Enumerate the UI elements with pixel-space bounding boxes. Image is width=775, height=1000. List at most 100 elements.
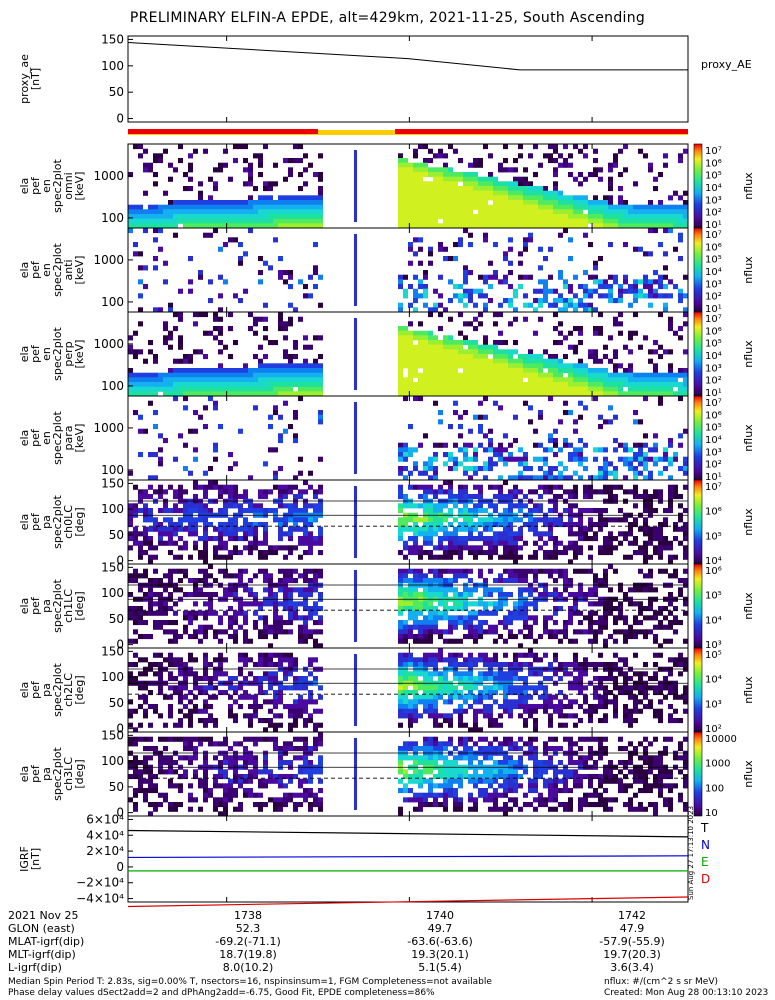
spectrogram-cell bbox=[643, 218, 648, 224]
spectrogram-cell bbox=[403, 218, 408, 224]
spectrogram-cell bbox=[138, 153, 143, 159]
spectrogram-cell bbox=[463, 615, 468, 621]
spectrogram-cell bbox=[283, 214, 288, 220]
spectrogram-cell bbox=[553, 172, 558, 178]
spectrogram-cell bbox=[533, 223, 538, 229]
spectrogram-cell bbox=[588, 377, 593, 383]
spectrogram-cell bbox=[198, 218, 203, 224]
colorbar-tick-label: 10² bbox=[705, 292, 722, 303]
spectrogram-cell bbox=[223, 242, 228, 248]
spectrogram-cell bbox=[523, 503, 528, 509]
spectrogram-cell bbox=[633, 456, 638, 462]
spectrogram-cell bbox=[553, 312, 558, 318]
spectrogram-cell bbox=[448, 620, 453, 626]
spectrogram-cell bbox=[208, 718, 213, 724]
spectrogram-cell bbox=[498, 167, 503, 173]
spectrogram-cell bbox=[418, 167, 423, 173]
spectrogram-cell bbox=[318, 489, 323, 495]
spectrogram-cell bbox=[643, 475, 648, 481]
spectrogram-cell bbox=[648, 554, 653, 560]
spectrogram-cell bbox=[588, 545, 593, 551]
spectrogram-cell bbox=[193, 708, 198, 714]
spectrogram-cell bbox=[273, 517, 278, 523]
spectrogram-cell bbox=[293, 545, 298, 551]
spectrogram-cell bbox=[308, 536, 313, 542]
spectrogram-cell bbox=[463, 508, 468, 514]
spectrogram-cell bbox=[653, 279, 658, 285]
spectrogram-cell bbox=[548, 368, 553, 374]
spectrogram-cell bbox=[273, 368, 278, 374]
spectrogram-cell bbox=[253, 610, 258, 616]
spectrogram-cell bbox=[428, 200, 433, 206]
spectrogram-cell bbox=[488, 377, 493, 383]
spectrogram-cell bbox=[218, 489, 223, 495]
spectrogram-cell bbox=[418, 382, 423, 388]
spectrogram-cell bbox=[458, 620, 463, 626]
spectrogram-cell bbox=[193, 545, 198, 551]
spectrogram-cell bbox=[213, 442, 218, 448]
spectrogram-cell bbox=[313, 629, 318, 635]
spectrogram-cell bbox=[403, 456, 408, 462]
spectrogram-cell bbox=[613, 204, 618, 210]
plot-title: PRELIMINARY ELFIN-A EPDE, alt=429km, 202… bbox=[129, 10, 646, 26]
spectrogram-cell bbox=[398, 209, 403, 215]
spectrogram-cell bbox=[443, 638, 448, 644]
spectrogram-cell bbox=[138, 349, 143, 355]
spectrogram-cell bbox=[213, 209, 218, 215]
spectrogram-cell bbox=[578, 326, 583, 332]
spectrogram-cell bbox=[658, 377, 663, 383]
spectrogram-cell bbox=[163, 531, 168, 537]
spectrogram-cell bbox=[138, 657, 143, 663]
spectrogram-cell bbox=[613, 218, 618, 224]
spectrogram-cell bbox=[483, 610, 488, 616]
spectrogram-cell bbox=[178, 568, 183, 574]
spectrogram-cell bbox=[408, 302, 413, 308]
spectrogram-cell bbox=[413, 503, 418, 509]
spectrogram-cell bbox=[148, 400, 153, 406]
spectrogram-cell bbox=[498, 162, 503, 168]
spectrogram-cell bbox=[603, 293, 608, 299]
spectrogram-cell bbox=[508, 550, 513, 556]
spectrogram-cell bbox=[268, 718, 273, 724]
spectrogram-cell bbox=[483, 578, 488, 584]
spectrogram-cell bbox=[133, 531, 138, 537]
spectrogram-cell bbox=[638, 246, 643, 252]
spectrogram-cell bbox=[398, 456, 403, 462]
spectrogram-cell bbox=[133, 578, 138, 584]
spectrogram-cell bbox=[148, 545, 153, 551]
spectrogram-cell bbox=[413, 391, 418, 397]
spectrogram-cell bbox=[248, 545, 253, 551]
spectrogram-cell bbox=[318, 223, 323, 229]
spectrogram-cell bbox=[588, 526, 593, 532]
spectrogram-cell bbox=[458, 522, 463, 528]
spectrogram-cell bbox=[273, 340, 278, 346]
spectrogram-cell bbox=[438, 382, 443, 388]
spectrogram-cell bbox=[398, 620, 403, 626]
spectrogram-cell bbox=[208, 386, 213, 392]
spectrogram-cell bbox=[273, 386, 278, 392]
spectrogram-cell bbox=[413, 167, 418, 173]
colorbar-tick-label: 10³ bbox=[705, 279, 722, 290]
spectrogram-cell bbox=[593, 214, 598, 220]
spectrogram-cell bbox=[673, 536, 678, 542]
spectrogram-cell bbox=[213, 629, 218, 635]
spectrogram-cell bbox=[168, 200, 173, 206]
spectrogram-cell bbox=[453, 363, 458, 369]
spectrogram-cell bbox=[303, 368, 308, 374]
panel-para: 1000100elapefenspec2plotpara[keV]10⁷10⁶1… bbox=[18, 395, 755, 483]
spectrogram-cell bbox=[528, 204, 533, 210]
spectrogram-cell bbox=[543, 386, 548, 392]
spectrogram-cell bbox=[293, 354, 298, 360]
spectrogram-cell bbox=[578, 340, 583, 346]
spectrogram-cell bbox=[528, 237, 533, 243]
spectrogram-cell bbox=[228, 223, 233, 229]
spectrogram-cell bbox=[653, 634, 658, 640]
spectrogram-cell bbox=[433, 354, 438, 360]
spectrogram-cell bbox=[618, 288, 623, 294]
spectrogram-cell bbox=[608, 377, 613, 383]
spectrogram-cell bbox=[408, 223, 413, 229]
spectrogram-cell bbox=[298, 517, 303, 523]
spectrogram-cell bbox=[508, 246, 513, 252]
spectrogram-cell bbox=[453, 592, 458, 598]
spectrogram-cell bbox=[303, 540, 308, 546]
